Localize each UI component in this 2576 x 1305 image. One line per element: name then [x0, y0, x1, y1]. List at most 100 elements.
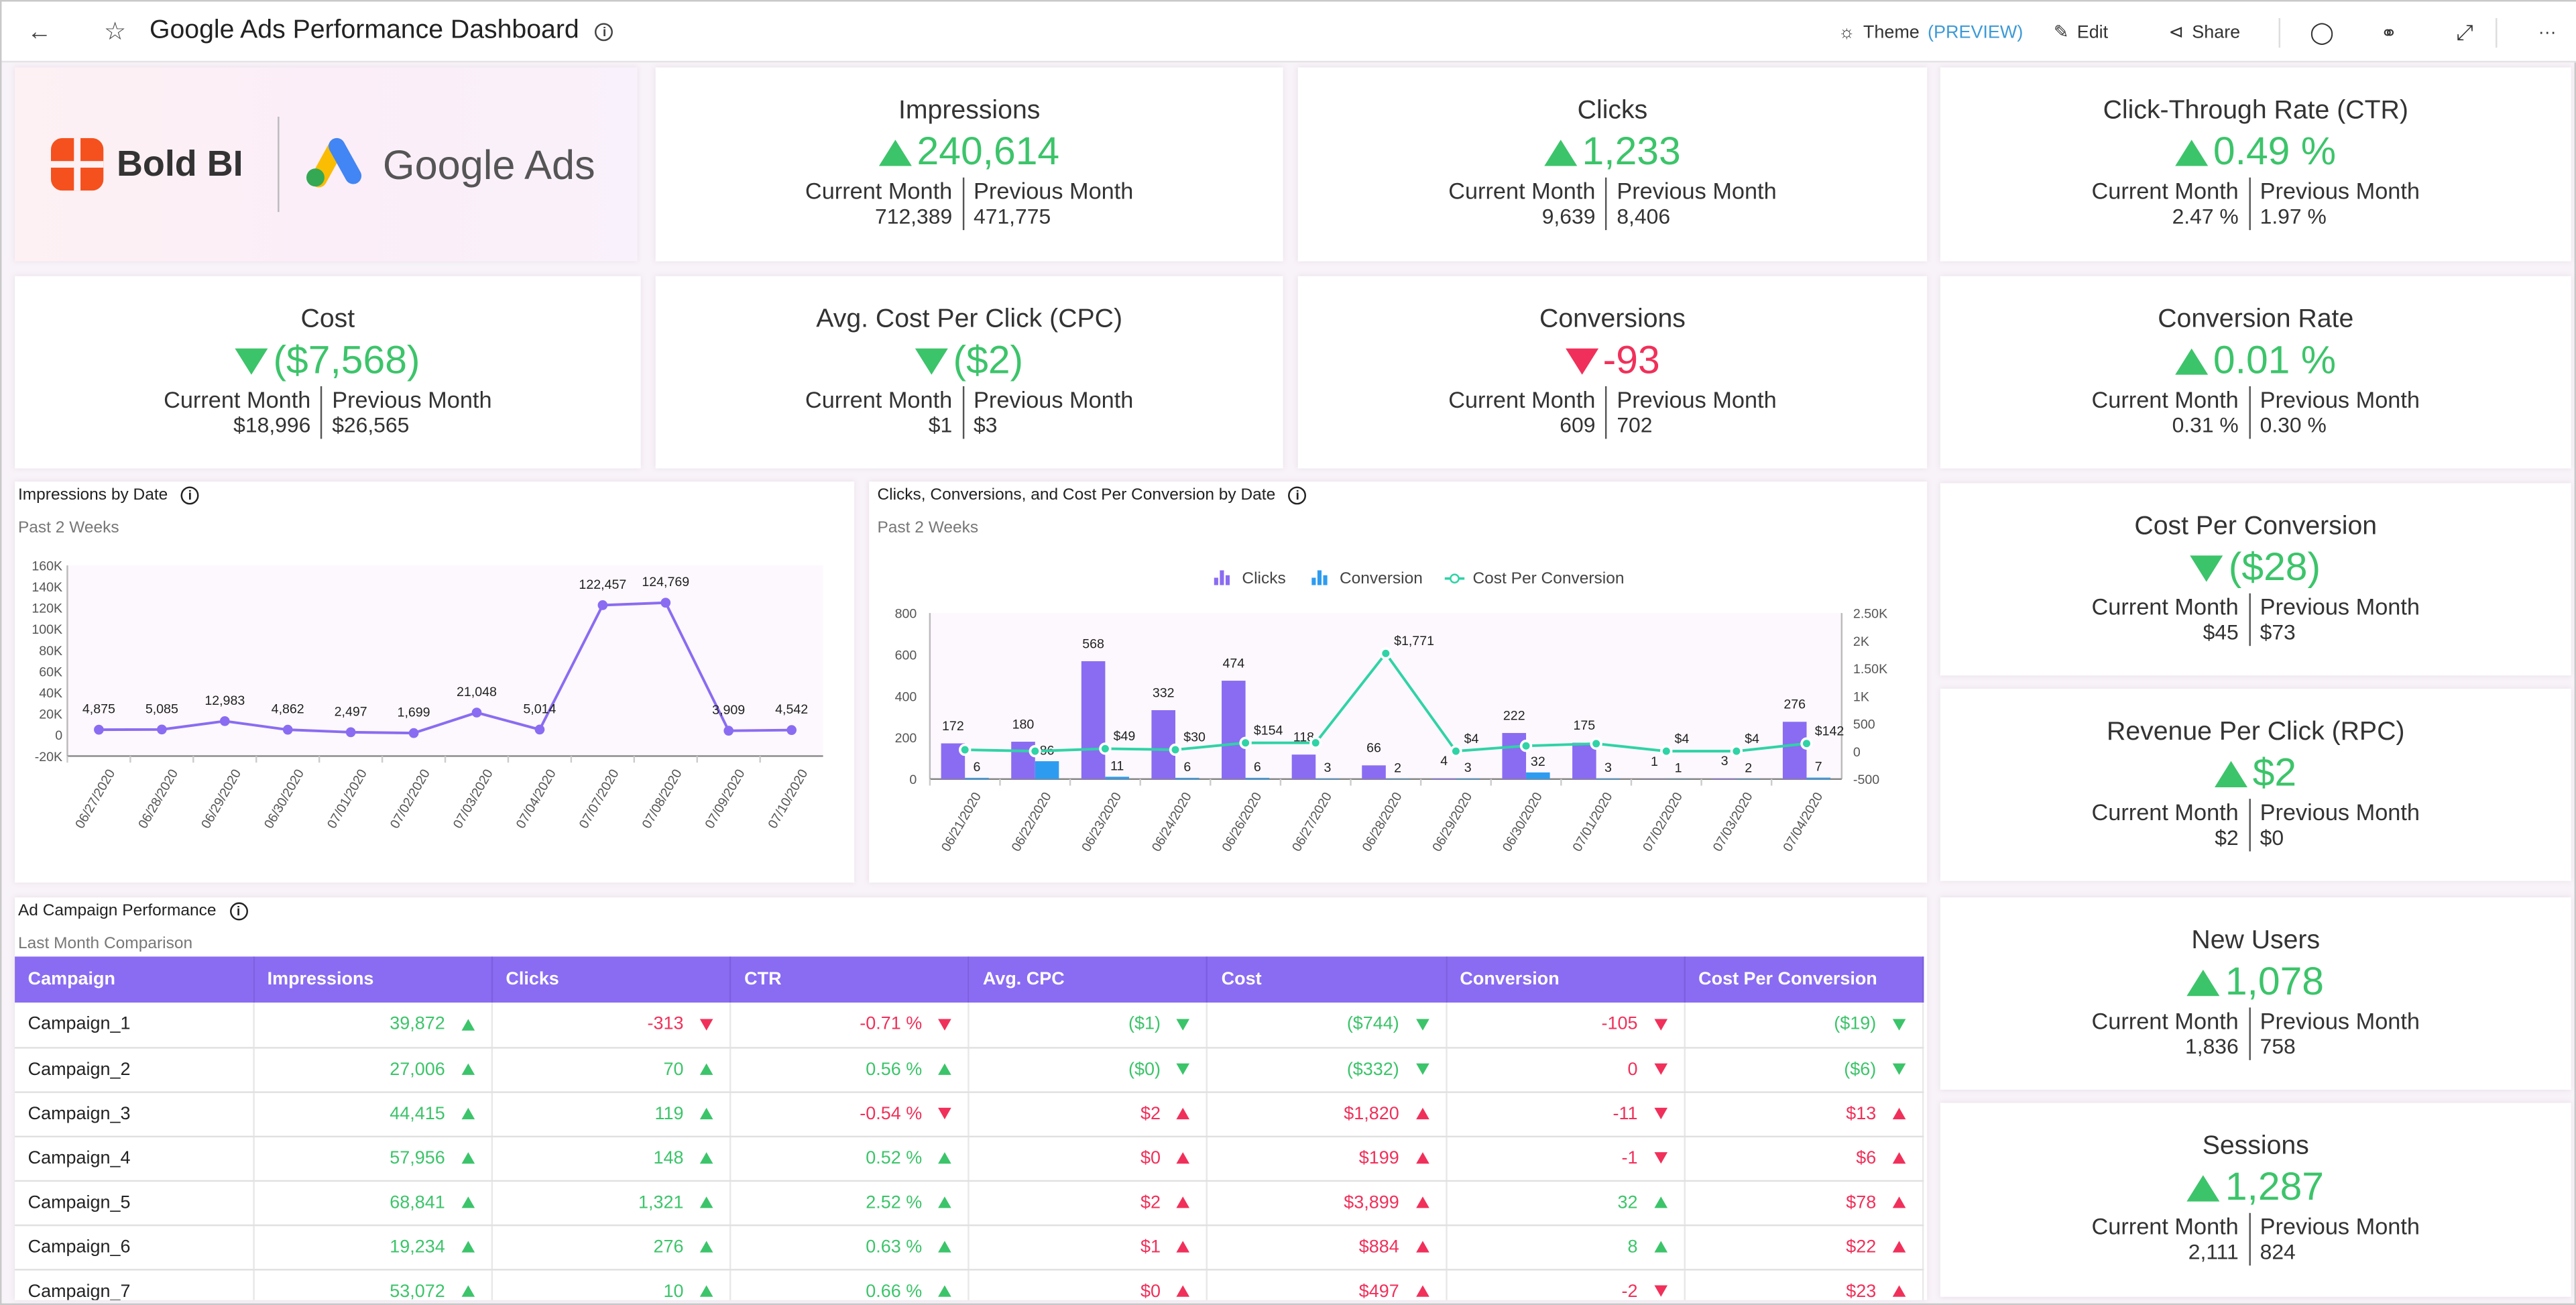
clicks-bar[interactable]: [1362, 765, 1386, 779]
trend-up-icon: [461, 1063, 475, 1076]
cost-per-conversion-point[interactable]: [1099, 742, 1112, 755]
cost-per-conversion-point[interactable]: [1450, 744, 1462, 758]
star-icon[interactable]: ☆: [104, 17, 126, 46]
table-row[interactable]: Campaign_5 68,841 1,321 2.52 % $2 $3,899 32 $78: [15, 1180, 1924, 1226]
cost-per-conversion-point[interactable]: [1309, 736, 1322, 749]
impressions-chart-card: Impressions by Date i Past 2 Weeks -20K 0 2…: [15, 481, 855, 883]
cost-per-conversion-point[interactable]: [1379, 647, 1393, 660]
legend-label[interactable]: Conversion: [1340, 569, 1423, 587]
table-row[interactable]: Campaign_3 44,415 119 -0.54 % $2 $1,820 -11 $13: [15, 1091, 1924, 1137]
fullscreen-icon[interactable]: ⤢: [2456, 19, 2473, 44]
data-point[interactable]: [660, 598, 671, 608]
cost-per-conversion-point[interactable]: [1730, 744, 1743, 758]
cell-value: ($19): [1834, 1014, 1877, 1035]
back-arrow-icon[interactable]: ←: [27, 17, 52, 46]
previous-month-value: 758: [2260, 1033, 2296, 1059]
clicks-data-label: 3: [1721, 754, 1729, 769]
current-month: Current Month $18,996: [154, 386, 323, 439]
column-header[interactable]: Impressions: [253, 956, 493, 1003]
theme-button[interactable]: ☼ Theme (PREVIEW): [1838, 1, 2023, 62]
table-cell: 0.56 %: [730, 1047, 970, 1092]
data-point[interactable]: [94, 724, 104, 735]
conversion-bar[interactable]: [1245, 777, 1270, 779]
data-point[interactable]: [282, 724, 293, 735]
table-row[interactable]: Campaign_4 57,956 148 0.52 % $0 $199 -1 $6: [15, 1135, 1924, 1181]
conversion-bar[interactable]: [965, 777, 989, 779]
cell-value: 2.52 %: [866, 1192, 923, 1212]
cell-value: 119: [654, 1103, 684, 1124]
cost-per-conversion-point[interactable]: [1169, 743, 1182, 756]
kpi-comparison: Current Month 2,111 Previous Month 824: [1940, 1212, 2571, 1266]
table-cell: 32: [1446, 1180, 1686, 1226]
comment-icon[interactable]: ◯: [2310, 19, 2334, 44]
conversion-data-label: 2: [1394, 760, 1401, 775]
logo-divider: [278, 117, 280, 213]
trend-down-icon: [1565, 348, 1598, 375]
clicks-bar[interactable]: [1222, 681, 1246, 779]
cost-per-conversion-point[interactable]: [1660, 744, 1673, 758]
clicks-bar[interactable]: [1431, 778, 1456, 779]
cost-per-conversion-label: $49: [1114, 729, 1136, 744]
trend-down-icon: [1177, 1019, 1191, 1031]
column-header[interactable]: Clicks: [491, 956, 731, 1003]
clicks-bar[interactable]: [1291, 754, 1316, 779]
data-point[interactable]: [408, 728, 419, 738]
column-header[interactable]: Avg. CPC: [969, 956, 1209, 1003]
kpi-comparison: Current Month 0.31 % Previous Month 0.30 %: [1940, 386, 2571, 439]
cell-value: $13: [1846, 1103, 1877, 1124]
more-options-button[interactable]: ···: [2538, 22, 2557, 42]
conversion-bar[interactable]: [1105, 777, 1129, 779]
cost-per-conversion-point[interactable]: [1029, 744, 1041, 758]
clicks-bar[interactable]: [1151, 710, 1176, 779]
column-header[interactable]: Cost Per Conversion: [1684, 956, 1924, 1003]
table-cell: -0.71 %: [730, 1003, 970, 1048]
column-header[interactable]: Cost: [1207, 956, 1447, 1003]
info-icon[interactable]: i: [595, 22, 614, 41]
data-point[interactable]: [345, 727, 356, 738]
table-row[interactable]: Campaign_7 53,072 10 0.66 % $0 $497 -2 $23: [15, 1269, 1924, 1300]
conversion-bar[interactable]: [1526, 772, 1550, 779]
current-month-label: Current Month: [805, 177, 953, 204]
table-cell: 44,415: [253, 1091, 493, 1137]
column-header[interactable]: CTR: [730, 956, 970, 1003]
column-header[interactable]: Conversion: [1446, 956, 1686, 1003]
data-point[interactable]: [219, 716, 230, 726]
current-month: Current Month 0.31 %: [2082, 386, 2250, 439]
clicks-bar[interactable]: [1782, 722, 1807, 779]
cost-per-conversion-point[interactable]: [1239, 736, 1252, 749]
info-icon[interactable]: i: [1288, 486, 1307, 505]
cost-per-conversion-point[interactable]: [1590, 737, 1602, 750]
legend-label[interactable]: Cost Per Conversion: [1472, 569, 1624, 587]
x-tick-label: 06/28/2020: [1360, 790, 1405, 854]
table-row[interactable]: Campaign_2 27,006 70 0.56 % ($0) ($332) 0 ($6): [15, 1047, 1924, 1092]
data-point[interactable]: [471, 707, 482, 718]
info-icon[interactable]: i: [229, 902, 248, 921]
edit-button[interactable]: ✎ Edit: [2054, 1, 2108, 62]
conversion-data-label: 3: [1324, 760, 1332, 775]
trend-up-icon: [699, 1108, 713, 1120]
legend-label[interactable]: Clicks: [1242, 569, 1285, 587]
clicks-bar[interactable]: [1572, 742, 1596, 779]
data-point[interactable]: [534, 724, 545, 735]
view-glasses-icon[interactable]: ⚭: [2380, 20, 2398, 44]
conversion-bar[interactable]: [1806, 777, 1831, 779]
cost-per-conversion-point[interactable]: [958, 743, 972, 756]
data-point[interactable]: [723, 726, 734, 736]
table-row[interactable]: Campaign_1 39,872 -313 -0.71 % ($1) ($744) -10…: [15, 1003, 1924, 1048]
column-header[interactable]: Campaign: [15, 956, 255, 1003]
info-icon[interactable]: i: [180, 486, 199, 505]
conversion-bar[interactable]: [1035, 761, 1059, 779]
x-tick-label: 06/27/2020: [72, 767, 118, 831]
table-cell: $0: [969, 1269, 1209, 1300]
clicks-bar[interactable]: [1502, 733, 1527, 779]
table-row[interactable]: Campaign_6 19,234 276 0.63 % $1 $884 8 $22: [15, 1224, 1924, 1270]
data-point[interactable]: [157, 724, 167, 735]
data-point[interactable]: [597, 600, 608, 610]
cost-per-conversion-point[interactable]: [1800, 737, 1813, 750]
current-month-value: $2: [2215, 825, 2239, 850]
share-button[interactable]: ⊲ Share: [2168, 1, 2240, 62]
cost-per-conversion-point[interactable]: [1519, 740, 1533, 752]
conversion-bar[interactable]: [1175, 777, 1199, 779]
data-point[interactable]: [786, 725, 797, 736]
clicks-bar[interactable]: [1081, 661, 1106, 779]
